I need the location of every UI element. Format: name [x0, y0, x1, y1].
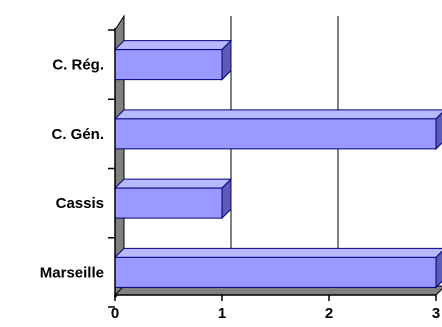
- tick-labels: C. Rég. C. Gén. Cassis Marseille 0 1 2 3: [40, 57, 440, 322]
- bar: [113, 39, 233, 81]
- grid-lines: [230, 16, 339, 286]
- category-label: Marseille: [40, 264, 104, 281]
- bars: [113, 39, 442, 289]
- bar-top-face: [113, 109, 442, 120]
- bar-top-face: [113, 247, 442, 258]
- bar: [113, 109, 442, 151]
- x-tick-label: 1: [218, 305, 226, 322]
- bar-front-face: [114, 187, 223, 219]
- x-tick-label: 2: [325, 305, 333, 322]
- bar: [113, 177, 233, 220]
- category-label: C. Rég.: [52, 57, 104, 74]
- bar-front-face: [114, 118, 437, 150]
- category-label: C. Gén.: [51, 126, 104, 143]
- bar-top-face: [113, 178, 233, 189]
- bar-front-face: [114, 49, 223, 81]
- category-label: Cassis: [56, 195, 104, 212]
- x-tick-label: 3: [432, 305, 440, 322]
- axes: [108, 28, 437, 308]
- x-tick-label: 0: [111, 305, 119, 322]
- bar-front-face: [114, 256, 437, 288]
- bar-top-face: [113, 40, 233, 51]
- bar: [113, 247, 442, 289]
